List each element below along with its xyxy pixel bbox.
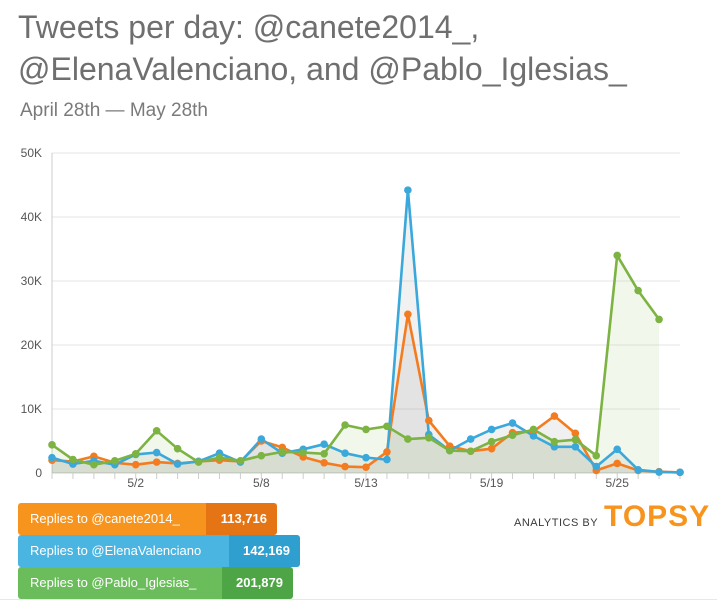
data-point xyxy=(592,451,601,460)
data-point xyxy=(655,315,663,324)
divider xyxy=(0,599,717,600)
data-point xyxy=(383,448,391,456)
legend-total: 142,169 xyxy=(229,535,300,567)
data-point xyxy=(445,446,454,455)
data-point xyxy=(571,435,580,444)
data-point xyxy=(215,453,224,462)
data-point xyxy=(508,431,517,440)
data-point xyxy=(173,460,182,468)
data-point xyxy=(152,426,161,435)
series-area xyxy=(52,255,660,473)
legend-label: Replies to @canete2014_ xyxy=(18,503,206,535)
y-tick-label: 0 xyxy=(35,466,42,480)
data-point xyxy=(634,466,642,474)
data-point xyxy=(152,458,161,466)
x-tick-label: 5/8 xyxy=(253,476,270,490)
data-point xyxy=(487,437,496,446)
data-point xyxy=(320,440,328,449)
y-tick-label: 10K xyxy=(21,402,42,416)
data-point xyxy=(257,451,266,460)
legend-total: 113,716 xyxy=(206,503,277,535)
x-axis: 5/2 5/8 5/13 5/19 5/25 xyxy=(51,473,681,490)
data-point xyxy=(571,429,580,438)
data-point xyxy=(613,251,621,260)
legend-label: Replies to @Pablo_Iglesias_ xyxy=(18,567,222,599)
data-point xyxy=(90,460,98,469)
data-point xyxy=(257,435,266,443)
data-point xyxy=(278,448,287,456)
data-point xyxy=(152,448,161,457)
data-point xyxy=(111,457,119,465)
page-title: Tweets per day: @canete2014_, @ElenaVale… xyxy=(18,9,627,87)
topsy-logo: TOPSY xyxy=(604,500,711,533)
data-point xyxy=(508,419,517,427)
data-point xyxy=(48,441,56,449)
data-point xyxy=(655,468,663,476)
data-point xyxy=(529,425,538,434)
data-point xyxy=(404,310,412,319)
series-points xyxy=(48,186,684,477)
chart-grid xyxy=(52,152,680,474)
data-point xyxy=(341,421,349,429)
x-tick-label: 5/13 xyxy=(354,476,378,490)
data-point xyxy=(676,468,684,477)
data-point xyxy=(487,444,496,453)
topsy-branding: ANALYTICS BY TOPSY xyxy=(514,500,710,534)
data-point xyxy=(613,445,621,454)
data-point xyxy=(487,425,496,434)
analytics-by-label: ANALYTICS BY xyxy=(514,517,599,529)
data-point xyxy=(404,186,412,194)
data-point xyxy=(320,458,328,467)
y-tick-label: 30K xyxy=(21,274,42,288)
page-subtitle: April 28th — May 28th xyxy=(20,100,208,121)
legend-item-canete[interactable]: Replies to @canete2014_ 113,716 xyxy=(18,503,277,535)
data-point xyxy=(173,444,182,453)
data-point xyxy=(131,450,140,458)
data-point xyxy=(362,425,370,434)
data-point xyxy=(571,442,580,451)
data-point xyxy=(362,463,370,472)
data-point xyxy=(425,434,433,442)
data-point xyxy=(362,453,370,462)
data-point xyxy=(592,462,601,471)
data-point xyxy=(404,435,412,443)
y-tick-label: 50K xyxy=(21,146,42,160)
data-point xyxy=(466,447,475,456)
data-point xyxy=(613,459,621,468)
data-point xyxy=(634,286,642,295)
data-point xyxy=(383,422,391,431)
tweets-line-chart: 0 10K 20K 30K 40K 50K 5/2 5/8 5/13 5/19 5/25 xyxy=(21,146,684,490)
data-point xyxy=(320,450,328,458)
x-tick-label: 5/19 xyxy=(480,476,504,490)
data-point xyxy=(194,458,203,466)
data-point xyxy=(341,449,349,457)
data-point xyxy=(48,453,56,462)
legend-item-elena[interactable]: Replies to @ElenaValenciano 142,169 xyxy=(18,535,300,567)
data-point xyxy=(529,432,538,440)
data-point xyxy=(550,437,559,446)
data-point xyxy=(341,462,349,471)
data-point xyxy=(550,412,559,420)
legend-label: Replies to @ElenaValenciano xyxy=(18,535,229,567)
data-point xyxy=(69,455,77,464)
data-point xyxy=(466,435,475,443)
x-tick-label: 5/2 xyxy=(127,476,144,490)
y-axis: 0 10K 20K 30K 40K 50K xyxy=(21,146,53,480)
data-point xyxy=(236,457,245,465)
legend-total: 201,879 xyxy=(222,567,293,599)
x-tick-label: 5/25 xyxy=(606,476,630,490)
data-point xyxy=(425,416,433,425)
legend-item-pablo[interactable]: Replies to @Pablo_Iglesias_ 201,879 xyxy=(18,567,293,599)
y-tick-label: 20K xyxy=(21,338,42,352)
data-point xyxy=(131,460,140,469)
data-point xyxy=(299,448,308,457)
y-tick-label: 40K xyxy=(21,210,42,224)
data-point xyxy=(383,455,391,464)
